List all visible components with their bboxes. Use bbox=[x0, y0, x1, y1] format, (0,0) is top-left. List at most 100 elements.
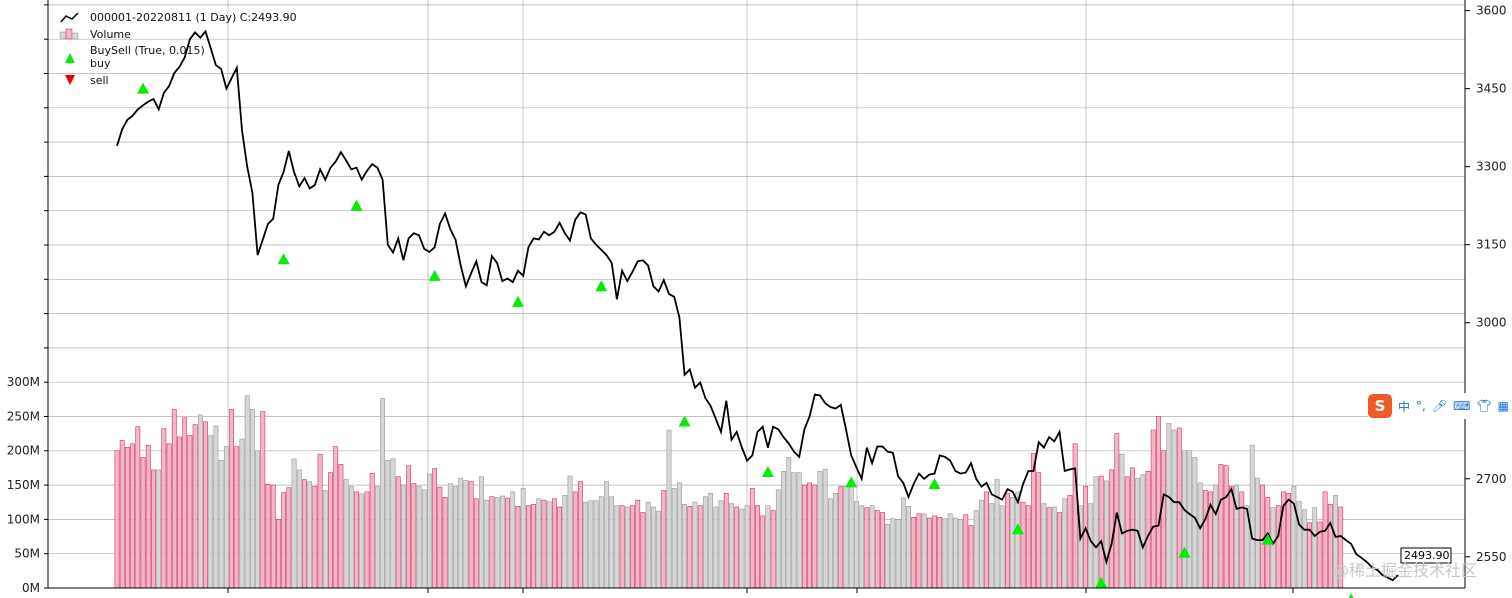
volume-bar bbox=[1067, 495, 1073, 589]
volume-bar bbox=[656, 510, 661, 589]
volume-bar bbox=[328, 472, 333, 589]
volume-bar bbox=[723, 492, 729, 589]
volume-bar bbox=[801, 484, 807, 589]
volume-bar bbox=[1046, 507, 1052, 589]
price-tick-label: 2700 bbox=[1476, 472, 1507, 486]
volume-bar bbox=[973, 510, 979, 589]
price-tick-label: 2550 bbox=[1476, 550, 1507, 564]
volume-bar bbox=[125, 446, 130, 589]
volume-bar bbox=[874, 510, 880, 589]
ime-chinese-mode[interactable]: 中 bbox=[1398, 399, 1411, 414]
volume-bar bbox=[645, 501, 651, 589]
volume-bar bbox=[1005, 492, 1010, 589]
volume-bar bbox=[588, 500, 594, 589]
volume-bar bbox=[916, 513, 922, 589]
volume-bar bbox=[895, 519, 901, 589]
volume-bar bbox=[598, 496, 604, 589]
volume-bar bbox=[1255, 477, 1260, 589]
volume-bar bbox=[1161, 450, 1167, 589]
volume-bar bbox=[531, 503, 536, 589]
volume-bar bbox=[291, 458, 297, 589]
volume-bar bbox=[1057, 512, 1062, 589]
volume-bar bbox=[197, 414, 203, 589]
volume-bar bbox=[463, 479, 469, 589]
volume-bar bbox=[979, 499, 984, 589]
volume-bar bbox=[947, 513, 953, 589]
volume-tick-label: 0M bbox=[22, 581, 40, 595]
volume-bar bbox=[458, 477, 464, 589]
buy-sell-markers bbox=[137, 82, 1354, 598]
volume-tick-label: 200M bbox=[7, 444, 40, 458]
volume-bar bbox=[437, 486, 443, 589]
volume-bar bbox=[1130, 467, 1135, 589]
volume-bar bbox=[213, 425, 219, 589]
volume-bar bbox=[270, 484, 276, 589]
volume-bar bbox=[552, 498, 557, 589]
volume-bar bbox=[1010, 497, 1016, 589]
volume-bar bbox=[718, 500, 724, 589]
grid-icon[interactable]: ▦ bbox=[1497, 399, 1509, 413]
volume-bar bbox=[140, 457, 146, 589]
volume-bar bbox=[453, 486, 458, 589]
volume-bar bbox=[1270, 507, 1276, 589]
volume-bar bbox=[796, 472, 802, 589]
volume-bar bbox=[427, 473, 432, 589]
volume-bar bbox=[338, 464, 344, 589]
volume-bar bbox=[1041, 503, 1047, 589]
volume-bar bbox=[1036, 472, 1042, 589]
volume-bar bbox=[833, 492, 838, 589]
volume-bar bbox=[1260, 484, 1265, 589]
volume-bar bbox=[791, 472, 797, 589]
volume-bar bbox=[854, 501, 859, 589]
buy-marker bbox=[350, 199, 363, 211]
volume-bar bbox=[1156, 416, 1161, 589]
volume-bar bbox=[1083, 486, 1088, 589]
volume-bar bbox=[765, 505, 771, 589]
volume-bar bbox=[515, 506, 521, 589]
volume-bar bbox=[348, 486, 354, 589]
volume-bar bbox=[281, 492, 287, 589]
ime-punctuation-mode[interactable]: °, bbox=[1416, 399, 1426, 413]
volume-bar bbox=[775, 489, 781, 589]
volume-bar bbox=[1213, 484, 1219, 589]
keyboard-icon[interactable]: ⌨︎ bbox=[1453, 399, 1471, 413]
volume-bar bbox=[286, 487, 292, 589]
price-tick-label: 3600 bbox=[1476, 4, 1507, 18]
volume-bar bbox=[322, 490, 328, 589]
volume-bar bbox=[562, 495, 568, 589]
ime-toolbar[interactable]: S 中 °, 🎤︎ ⌨︎ 👕︎ ▦ bbox=[1368, 393, 1512, 419]
volume-bar bbox=[635, 499, 641, 589]
volume-bar bbox=[1218, 464, 1224, 589]
volume-bar bbox=[1025, 505, 1031, 589]
microphone-icon[interactable]: 🎤︎ bbox=[1431, 399, 1448, 413]
shirt-icon[interactable]: 👕︎ bbox=[1476, 399, 1492, 413]
volume-bar bbox=[650, 506, 656, 589]
volume-bar bbox=[921, 513, 927, 589]
volume-axis-ticks: 0M 50M 100M 150M 200M 250M 300M bbox=[7, 4, 48, 595]
volume-bar bbox=[885, 523, 891, 589]
volume-bar bbox=[1140, 474, 1146, 589]
volume-bar bbox=[911, 517, 917, 589]
volume-bar bbox=[145, 444, 151, 589]
volume-bar bbox=[1015, 491, 1021, 589]
volume-bar bbox=[963, 514, 969, 589]
volume-bar bbox=[177, 436, 182, 589]
volume-bar bbox=[187, 435, 193, 589]
buy-marker bbox=[1178, 546, 1191, 558]
buy-marker bbox=[845, 476, 858, 488]
volume-bar bbox=[900, 497, 906, 589]
sogou-logo-icon[interactable]: S bbox=[1368, 394, 1392, 418]
volume-bar bbox=[489, 496, 495, 589]
volume-bar bbox=[755, 505, 760, 589]
volume-bar bbox=[192, 424, 198, 589]
volume-bar bbox=[1119, 453, 1125, 589]
volume-bar bbox=[864, 507, 870, 589]
volume-bar bbox=[380, 398, 385, 589]
volume-bar bbox=[1072, 443, 1078, 589]
volume-bar bbox=[807, 482, 812, 589]
volume-bar bbox=[760, 515, 766, 589]
volume-bar bbox=[510, 491, 516, 589]
legend-buy-label: buy bbox=[90, 57, 111, 70]
volume-bar bbox=[395, 476, 401, 589]
volume-bar bbox=[848, 484, 854, 589]
